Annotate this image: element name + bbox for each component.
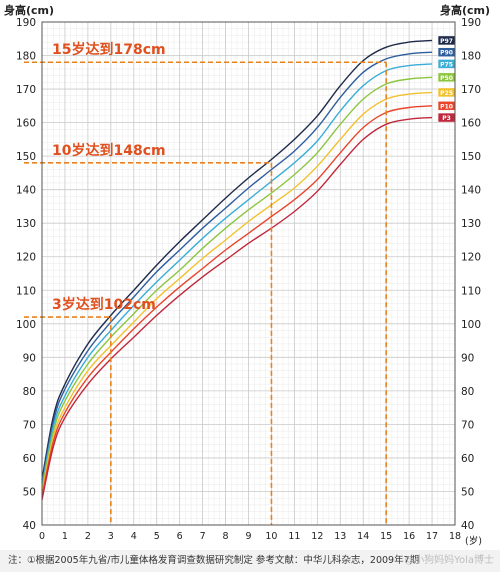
y-tick-label-left: 100 — [16, 319, 36, 331]
percentile-curves — [41, 39, 433, 501]
y-tick-label-right: 60 — [461, 453, 474, 465]
x-tick-label: 5 — [154, 531, 160, 542]
legend-label-p75: P75 — [440, 61, 453, 68]
y-tick-label-right: 90 — [461, 352, 474, 364]
percentile-legend: P97 P90 P75 P50 P25 P10 P3 — [437, 35, 456, 123]
x-tick-label: 6 — [177, 531, 183, 542]
x-axis-unit-label: (岁) — [465, 535, 482, 547]
legend-label-p50: P50 — [440, 75, 453, 82]
annotation-label: 3岁达到102cm — [52, 296, 156, 313]
legend-label-p25: P25 — [440, 90, 453, 97]
series-line-p97 — [41, 39, 433, 480]
y-tick-label-left: 90 — [23, 352, 36, 364]
y-tick-label-left: 50 — [23, 486, 36, 498]
annotation-label: 10岁达到148cm — [52, 142, 166, 159]
annotations: 15岁达到178cm 10岁达到148cm 3岁达到102cm — [24, 41, 387, 525]
x-tick-label: 10 — [265, 531, 277, 542]
series-line-p75 — [41, 63, 433, 487]
y-tick-label-left: 180 — [16, 51, 36, 63]
x-tick-label: 8 — [223, 531, 229, 542]
y-tick-label-left: 80 — [23, 386, 36, 398]
y-tick-label-left: 160 — [16, 118, 36, 130]
y-axis-title-right: 身高(cm) — [440, 3, 490, 17]
y-tick-label-right: 170 — [461, 84, 481, 96]
y-tick-label-right: 120 — [461, 252, 481, 264]
x-tick-label: 15 — [380, 531, 392, 542]
y-tick-label-right: 50 — [461, 486, 474, 498]
y-tick-label-right: 110 — [461, 285, 481, 297]
y-tick-label-left: 60 — [23, 453, 36, 465]
footnote-text: 注：①根据2005年九省/市儿童体格发育调查数据研究制定 参考文献：中华儿科杂志… — [8, 555, 420, 566]
footnote: 注：①根据2005年九省/市儿童体格发育调查数据研究制定 参考文献：中华儿科杂志… — [0, 550, 500, 572]
x-tick-label: 14 — [357, 531, 369, 542]
plot-frame — [41, 21, 456, 526]
x-tick-label: 16 — [403, 531, 415, 542]
watermark-text: @小狗妈妈Yola博士 — [404, 555, 494, 566]
y-tick-label-left: 150 — [16, 151, 36, 163]
y-tick-label-left: 170 — [16, 84, 36, 96]
annotation-label: 15岁达到178cm — [52, 41, 166, 58]
y-tick-label-right: 40 — [461, 520, 474, 532]
y-tick-label-right: 80 — [461, 386, 474, 398]
x-tick-label: 17 — [426, 531, 438, 542]
legend-label-p3: P3 — [442, 115, 451, 122]
y-tick-label-right: 150 — [461, 151, 481, 163]
y-tick-label-right: 180 — [461, 51, 481, 63]
y-tick-label-left: 190 — [16, 17, 36, 29]
y-tick-label-left: 120 — [16, 252, 36, 264]
y-tick-label-right: 100 — [461, 319, 481, 331]
y-tick-label-left: 110 — [16, 285, 36, 297]
y-tick-label-left: 140 — [16, 185, 36, 197]
series-line-p10 — [41, 105, 433, 497]
x-tick-label: 4 — [131, 531, 137, 542]
y-tick-label-right: 190 — [461, 17, 481, 29]
x-tick-label: 1 — [62, 531, 68, 542]
y-tick-label-right: 130 — [461, 218, 481, 230]
x-tick-label: 3 — [108, 531, 114, 542]
y-tick-label-left: 70 — [23, 419, 36, 431]
y-tick-label-right: 70 — [461, 419, 474, 431]
x-tick-label: 7 — [200, 531, 206, 542]
y-axis-title-left: 身高(cm) — [4, 3, 54, 17]
x-tick-label: 0 — [39, 531, 45, 542]
x-tick-label: 2 — [85, 531, 91, 542]
series-line-p3 — [41, 116, 433, 501]
y-tick-label-left: 40 — [23, 520, 36, 532]
series-line-p25 — [41, 91, 433, 494]
y-tick-label-right: 140 — [461, 185, 481, 197]
series-line-p90 — [41, 51, 433, 484]
x-tick-label: 11 — [288, 531, 300, 542]
x-tick-label: 12 — [311, 531, 323, 542]
x-tick-label: 9 — [245, 531, 251, 542]
x-tick-label: 18 — [449, 531, 461, 542]
y-tick-label-right: 160 — [461, 118, 481, 130]
legend-label-p10: P10 — [440, 103, 453, 110]
x-tick-label: 13 — [334, 531, 346, 542]
legend-label-p97: P97 — [440, 38, 453, 45]
series-line-p50 — [41, 76, 433, 490]
legend-label-p90: P90 — [440, 50, 453, 57]
y-tick-label-left: 130 — [16, 218, 36, 230]
